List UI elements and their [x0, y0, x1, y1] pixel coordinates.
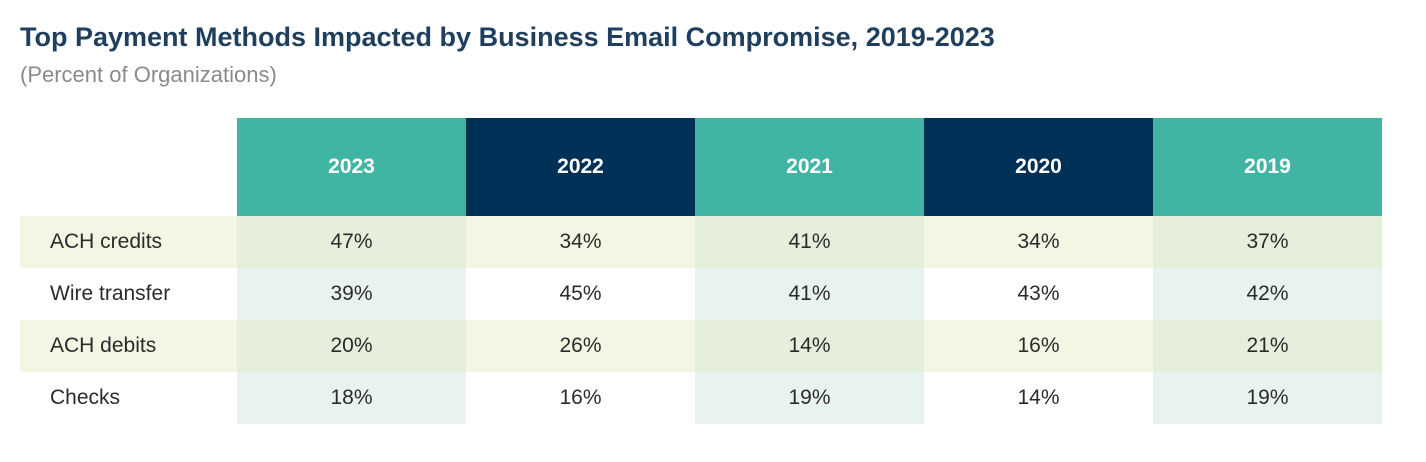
table-cell: 41%: [695, 216, 924, 268]
table-cell: 14%: [695, 320, 924, 372]
table-row: ACH debits 20% 26% 14% 16% 21%: [20, 320, 1382, 372]
table-cell: 37%: [1153, 216, 1382, 268]
table-cell: 16%: [924, 320, 1153, 372]
header-row: 2023 2022 2021 2020 2019: [20, 118, 1382, 216]
table-cell: 16%: [466, 372, 695, 424]
column-header-2021: 2021: [695, 118, 924, 216]
row-label: ACH debits: [20, 320, 237, 372]
table-cell: 19%: [695, 372, 924, 424]
row-label: ACH credits: [20, 216, 237, 268]
table-cell: 20%: [237, 320, 466, 372]
table-cell: 14%: [924, 372, 1153, 424]
data-table-container: 2023 2022 2021 2020 2019 ACH credits 47%…: [20, 118, 1382, 424]
table-cell: 45%: [466, 268, 695, 320]
row-label: Wire transfer: [20, 268, 237, 320]
header-corner: [20, 118, 237, 216]
table-cell: 47%: [237, 216, 466, 268]
table-cell: 26%: [466, 320, 695, 372]
row-label: Checks: [20, 372, 237, 424]
table-cell: 41%: [695, 268, 924, 320]
column-header-2022: 2022: [466, 118, 695, 216]
table-cell: 19%: [1153, 372, 1382, 424]
table-cell: 34%: [466, 216, 695, 268]
table-row: ACH credits 47% 34% 41% 34% 37%: [20, 216, 1382, 268]
chart-title: Top Payment Methods Impacted by Business…: [20, 22, 995, 52]
column-header-2023: 2023: [237, 118, 466, 216]
table-cell: 39%: [237, 268, 466, 320]
table-row: Checks 18% 16% 19% 14% 19%: [20, 372, 1382, 424]
column-header-2020: 2020: [924, 118, 1153, 216]
column-header-2019: 2019: [1153, 118, 1382, 216]
table-cell: 18%: [237, 372, 466, 424]
table-cell: 42%: [1153, 268, 1382, 320]
table-row: Wire transfer 39% 45% 41% 43% 42%: [20, 268, 1382, 320]
table-cell: 43%: [924, 268, 1153, 320]
table-cell: 21%: [1153, 320, 1382, 372]
payment-methods-table: 2023 2022 2021 2020 2019 ACH credits 47%…: [20, 118, 1382, 424]
chart-subtitle: (Percent of Organizations): [20, 62, 277, 87]
table-cell: 34%: [924, 216, 1153, 268]
